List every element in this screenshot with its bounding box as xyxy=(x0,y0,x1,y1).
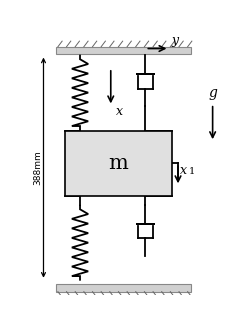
Text: 388mm: 388mm xyxy=(33,150,42,185)
Bar xyxy=(65,130,172,196)
Text: 1: 1 xyxy=(189,167,195,176)
Text: y: y xyxy=(171,34,178,47)
Text: x: x xyxy=(180,164,187,178)
Text: g: g xyxy=(208,86,217,100)
Text: m: m xyxy=(109,154,128,173)
Bar xyxy=(56,285,190,291)
Text: x: x xyxy=(116,105,123,118)
Bar xyxy=(56,47,190,54)
